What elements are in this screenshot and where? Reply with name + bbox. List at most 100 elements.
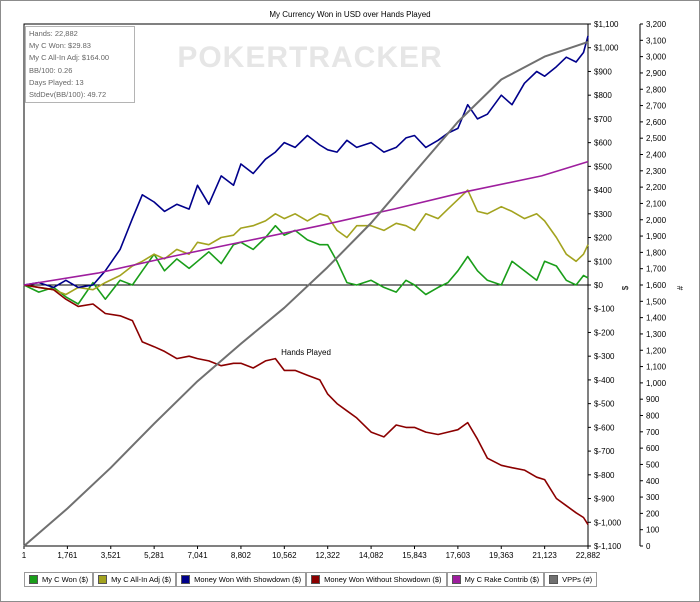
stat-hands: Hands: 22,882	[29, 29, 78, 38]
y2-tick-label: 200	[646, 509, 660, 518]
y-tick-label: $-500	[594, 400, 615, 409]
y2-tick-label: 2,300	[646, 167, 667, 176]
x-tick-label: 21,123	[532, 551, 557, 560]
y2-axis-label: #	[676, 285, 685, 290]
y-tick-label: $-200	[594, 328, 615, 337]
y2-tick-label: 2,500	[646, 134, 667, 143]
legend-item[interactable]: My C Rake Contrib ($)	[446, 572, 545, 587]
y-tick-label: $-600	[594, 423, 615, 432]
y-tick-label: $300	[594, 210, 612, 219]
legend-swatch	[311, 575, 321, 584]
y-tick-label: $500	[594, 162, 612, 171]
y2-tick-label: 500	[646, 460, 660, 469]
x-tick-label: 19,363	[489, 551, 514, 560]
y2-tick-label: 1,000	[646, 379, 667, 388]
x-tick-label: 15,843	[402, 551, 427, 560]
legend-swatch	[549, 575, 559, 584]
series-line	[23, 224, 589, 305]
legend-swatch	[181, 575, 191, 584]
y-tick-label: $200	[594, 234, 612, 243]
series-line	[23, 160, 589, 286]
y2-tick-label: 2,400	[646, 151, 667, 160]
legend-label: My C All-In Adj ($)	[111, 575, 172, 584]
y2-tick-label: 0	[646, 542, 651, 551]
y2-tick-label: 600	[646, 444, 660, 453]
y-tick-label: $1,100	[594, 20, 619, 29]
y2-tick-label: 1,300	[646, 330, 667, 339]
y-tick-label: $1,000	[594, 44, 619, 53]
y-tick-label: $700	[594, 115, 612, 124]
x-tick-label: 22,882	[576, 551, 601, 560]
y-tick-label: $-1,000	[594, 518, 622, 527]
y2-tick-label: 1,500	[646, 297, 667, 306]
stat-allin-adj: My C All-In Adj: $164.00	[29, 53, 110, 63]
y2-tick-label: 2,600	[646, 118, 667, 127]
y2-tick-label: 900	[646, 395, 660, 404]
y2-tick-label: 1,200	[646, 346, 667, 355]
legend: My C Won ($) My C All-In Adj ($) Money Won…	[24, 572, 691, 589]
stats-box: Hands: 22,882 My C Won: $29.83 My C All-…	[25, 26, 135, 103]
x-tick-label: 8,802	[231, 551, 252, 560]
y-tick-label: $-800	[594, 471, 615, 480]
legend-label: Money Won Without Showdown ($)	[324, 575, 442, 584]
y-tick-label: $100	[594, 257, 612, 266]
y-tick-label: $-100	[594, 305, 615, 314]
series-line	[23, 40, 589, 547]
legend-item[interactable]: VPPs (#)	[544, 572, 598, 587]
y-tick-label: $400	[594, 186, 612, 195]
y2-tick-label: 3,100	[646, 36, 667, 45]
legend-swatch	[29, 575, 38, 584]
y2-tick-label: 2,700	[646, 102, 667, 111]
legend-item[interactable]: My C Won ($)	[24, 572, 94, 587]
legend-item[interactable]: Money Won With Showdown ($)	[176, 572, 307, 587]
x-tick-label: 5,281	[144, 551, 165, 560]
x-tick-label: 10,562	[272, 551, 297, 560]
series-line	[23, 284, 589, 526]
legend-label: My C Rake Contrib ($)	[464, 575, 540, 584]
y2-tick-label: 100	[646, 526, 660, 535]
series-line	[23, 35, 589, 289]
legend-item[interactable]: My C All-In Adj ($)	[93, 572, 177, 587]
legend-swatch	[98, 575, 108, 584]
y2-tick-label: 2,800	[646, 85, 667, 94]
chart-title: My Currency Won in USD over Hands Played	[269, 10, 430, 19]
legend-label: VPPs (#)	[562, 575, 593, 584]
legend-item[interactable]: Money Won Without Showdown ($)	[306, 572, 447, 587]
y-tick-label: $-300	[594, 352, 615, 361]
y2-tick-label: 800	[646, 412, 660, 421]
stat-won: My C Won: $29.83	[29, 41, 91, 51]
x-tick-label: 12,322	[315, 551, 340, 560]
y2-tick-label: 1,100	[646, 363, 667, 372]
y2-tick-label: 2,200	[646, 183, 667, 192]
x-tick-label: 7,041	[188, 551, 209, 560]
y-tick-label: $900	[594, 67, 612, 76]
y-tick-label: $800	[594, 91, 612, 100]
y2-tick-label: 2,100	[646, 199, 667, 208]
stat-days: Days Played: 13	[29, 77, 84, 87]
watermark: POKERTRACKER	[177, 41, 442, 74]
y-tick-label: $-400	[594, 376, 615, 385]
x-tick-label: 17,603	[446, 551, 471, 560]
y-tick-label: $600	[594, 139, 612, 148]
x-tick-label: 1	[22, 551, 27, 560]
x-tick-label: 14,082	[359, 551, 384, 560]
x-axis-label: Hands Played	[281, 348, 331, 357]
y2-tick-label: 300	[646, 493, 660, 502]
x-tick-label: 3,521	[101, 551, 122, 560]
y2-tick-label: 700	[646, 428, 660, 437]
y-axis-label: $	[621, 285, 630, 290]
y2-tick-label: 2,000	[646, 216, 667, 225]
stat-stddev: StdDev(BB/100): 49.72	[29, 90, 107, 100]
y-tick-label: $-900	[594, 495, 615, 504]
y2-tick-label: 1,900	[646, 232, 667, 241]
y-tick-label: $0	[594, 281, 603, 290]
y-tick-label: $-1,100	[594, 542, 622, 551]
y2-tick-label: 3,200	[646, 20, 667, 29]
stat-bb100: BB/100: 0.26	[29, 65, 73, 75]
legend-label: My C Won ($)	[42, 575, 89, 584]
y2-tick-label: 1,700	[646, 265, 667, 274]
y-tick-label: $-700	[594, 447, 615, 456]
y2-tick-label: 400	[646, 477, 660, 486]
y2-tick-label: 2,900	[646, 69, 667, 78]
